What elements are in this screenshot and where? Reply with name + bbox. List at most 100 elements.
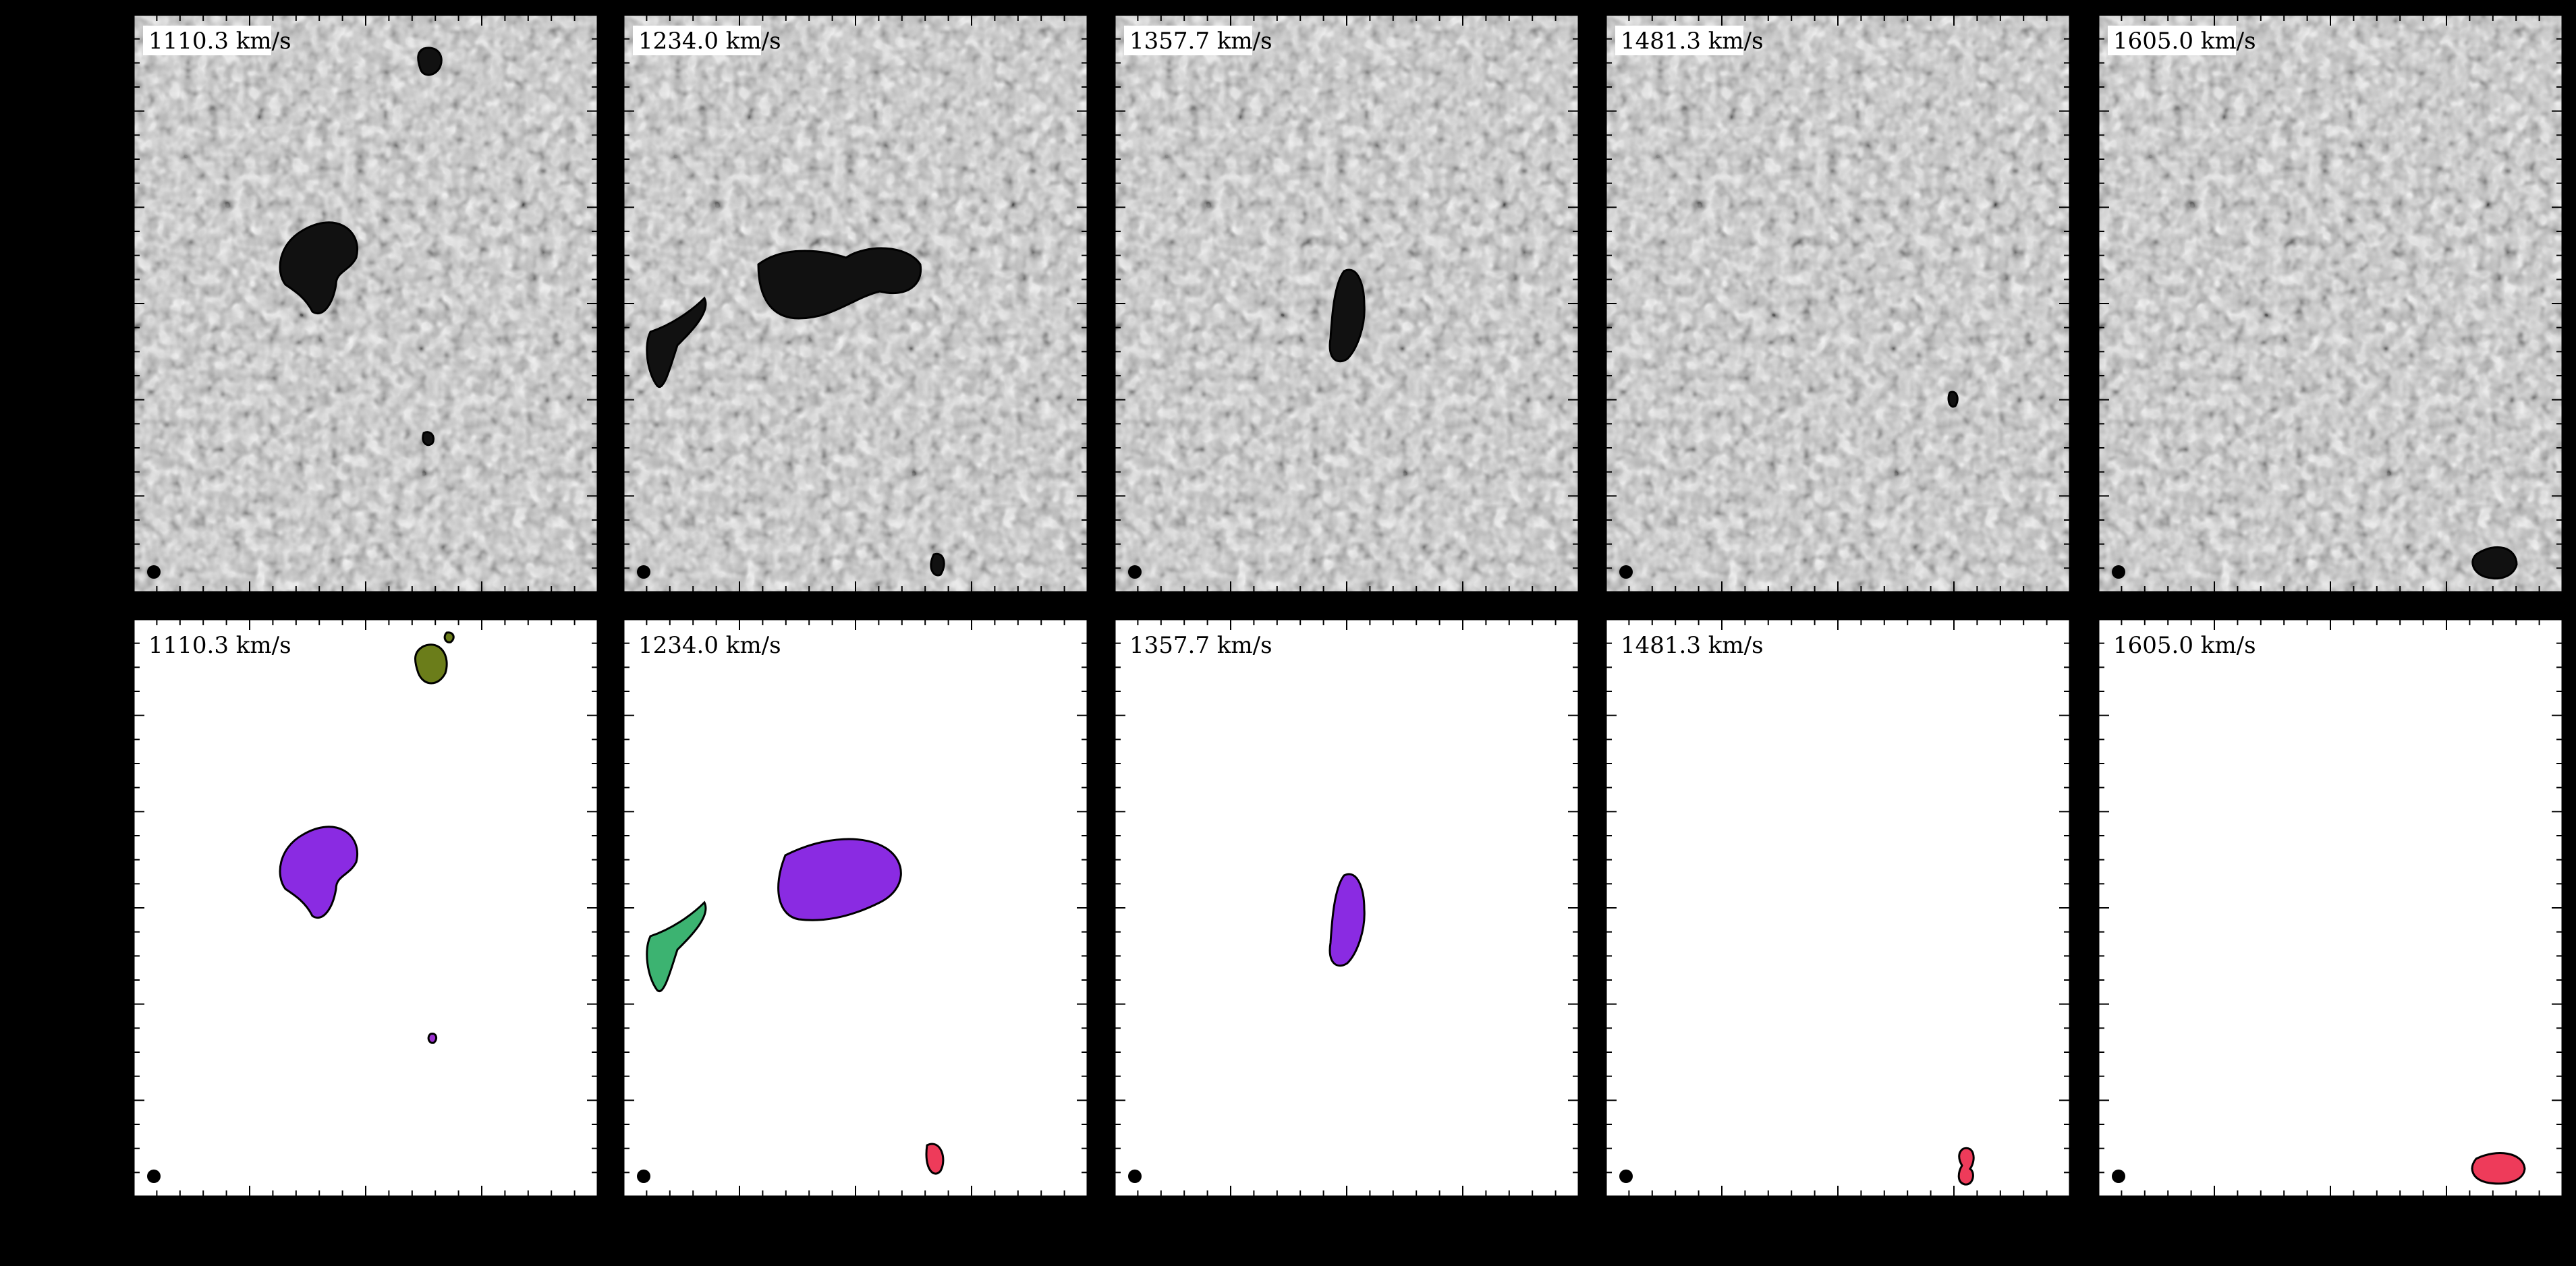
source-mask (1328, 873, 1366, 967)
x-axis: 180.8° 180.6° 180.4° 180.2° RA (J2000) (722, 1206, 1068, 1263)
velocity-label-box (2108, 630, 2236, 660)
noise-texture (2098, 15, 2563, 592)
x-tick-label: 180.6° (810, 1206, 892, 1234)
y-tick-label: +62.3° (39, 695, 125, 722)
x-tick-label: 180.4° (2373, 1206, 2455, 1234)
x-tick-label: 180.6° (1301, 1206, 1383, 1234)
velocity-label: 1605.0 km/s (2108, 630, 2256, 660)
y-tick-label: +62.3° (39, 75, 125, 103)
velocity-label: 1605.0 km/s (2108, 26, 2256, 55)
source-mask (414, 643, 448, 685)
y-axis-title-top: Dec (J2000) (11, 241, 38, 379)
x-axis: 180.8° 180.6° 180.4° 180.2° RA (J2000) (1704, 1206, 2050, 1263)
x-tick-label: 180.6° (320, 1206, 402, 1234)
greyscale-panel: 1357.7 km/s (1113, 13, 1580, 594)
velocity-label-text: 1481.3 km/s (1621, 632, 1764, 659)
velocity-label-box (1615, 630, 1743, 660)
velocity-label: 1357.7 km/s (1124, 26, 1272, 55)
velocity-label-box (143, 630, 271, 660)
x-tick-label: 180.8° (722, 1206, 804, 1234)
noise-texture (623, 15, 1088, 592)
velocity-label-text: 1357.7 km/s (1129, 632, 1272, 659)
beam-marker (147, 1170, 161, 1183)
greyscale-panel: 1234.0 km/s (622, 13, 1089, 594)
y-axis-title-bottom: Dec (J2000) (11, 852, 38, 989)
velocity-label-box (633, 26, 761, 55)
mask-background (2098, 619, 2563, 1197)
panel-grid: 1110.3 km/s 1110.3 km/s 1234.0 km/s 1234.0 … (132, 13, 2564, 1198)
x-axis-title: RA (J2000) (1283, 1236, 1410, 1263)
velocity-label: 1234.0 km/s (633, 26, 781, 55)
mask-background (134, 619, 598, 1197)
velocity-label-text: 1605.0 km/s (2113, 632, 2256, 659)
velocity-label-box (143, 26, 271, 55)
x-tick-label: 180.8° (232, 1206, 314, 1234)
velocity-label: 1234.0 km/s (633, 630, 781, 660)
x-tick-label: 180.2° (497, 1206, 578, 1234)
greyscale-panel: 1605.0 km/s (2097, 13, 2564, 594)
source-mask (427, 1032, 438, 1044)
x-tick-label: 180.8° (1704, 1206, 1786, 1234)
x-tick-label: 180.8° (1213, 1206, 1295, 1234)
beam-marker (2112, 565, 2125, 579)
beam-marker (637, 1170, 650, 1183)
beam-marker (1128, 1170, 1142, 1183)
y-tick-labels-bottom: +62.3° +62.2° +62.1° +62.0° +61.9° (39, 695, 125, 1169)
x-tick-label: 180.2° (986, 1206, 1068, 1234)
y-tick-label: +62.2° (39, 804, 125, 832)
velocity-label-box (2108, 26, 2236, 55)
beam-marker (637, 565, 650, 579)
emission-contour (757, 247, 922, 320)
source-mask (925, 1143, 945, 1175)
x-axis: 180.8° 180.6° 180.4° 180.2° RA (J2000) (232, 1206, 578, 1263)
velocity-label: 1481.3 km/s (1615, 630, 1764, 660)
velocity-label-box (1615, 26, 1743, 55)
mask-background (1606, 619, 2070, 1197)
beam-marker (147, 565, 161, 579)
x-axis-title: RA (J2000) (792, 1236, 919, 1263)
velocity-label: 1110.3 km/s (143, 630, 291, 660)
noise-texture (1606, 15, 2070, 592)
mask-panel: 1357.7 km/s (1113, 618, 1580, 1198)
mask-panel: 1605.0 km/s (2097, 618, 2564, 1198)
x-axis: 180.8° 180.6° 180.4° 180.2° RA (J2000) (1213, 1206, 1559, 1263)
x-tick-label: 180.4° (898, 1206, 980, 1234)
emission-contour (646, 296, 707, 389)
velocity-label: 1481.3 km/s (1615, 26, 1764, 55)
source-mask (1957, 1147, 1975, 1186)
y-tick-labels-top: +62.3° +62.2° +62.1° +62.0° +61.9° (39, 75, 125, 573)
y-tick-label: +61.9° (39, 546, 125, 573)
velocity-label-text: 1357.7 km/s (1129, 28, 1272, 55)
x-tick-label: 180.2° (2461, 1206, 2543, 1234)
emission-contour (279, 221, 358, 314)
mask-panel: 1234.0 km/s (622, 618, 1089, 1198)
greyscale-panel: 1481.3 km/s (1604, 13, 2071, 594)
x-tick-label: 180.6° (2285, 1206, 2367, 1234)
y-tick-label: +62.0° (39, 430, 125, 457)
x-axis: 180.8° 180.6° 180.4° 180.2° RA (J2000) (2197, 1206, 2543, 1263)
beam-marker (1128, 565, 1142, 579)
source-mask (2471, 1152, 2526, 1185)
velocity-label-text: 1110.3 km/s (148, 632, 291, 659)
emission-contour (417, 47, 443, 76)
source-mask (443, 631, 455, 643)
y-tick-label: +62.0° (39, 1031, 125, 1058)
noise-texture (134, 15, 598, 592)
mask-panel: 1110.3 km/s (132, 618, 599, 1198)
y-tick-label: +62.1° (39, 915, 125, 942)
greyscale-panel: 1110.3 km/s (132, 13, 599, 594)
source-mask (279, 826, 358, 919)
velocity-label-box (633, 630, 761, 660)
x-tick-label: 180.8° (2197, 1206, 2278, 1234)
x-tick-label: 180.4° (1389, 1206, 1471, 1234)
velocity-label-box (1124, 26, 1252, 55)
source-mask (777, 838, 902, 921)
source-mask (646, 900, 707, 993)
velocity-label-text: 1605.0 km/s (2113, 28, 2256, 55)
beam-marker (2112, 1170, 2125, 1183)
x-axis-title: RA (J2000) (1774, 1236, 1901, 1263)
x-tick-label: 180.4° (408, 1206, 490, 1234)
x-tick-label: 180.2° (1478, 1206, 1559, 1234)
emission-contour (1947, 391, 1959, 408)
